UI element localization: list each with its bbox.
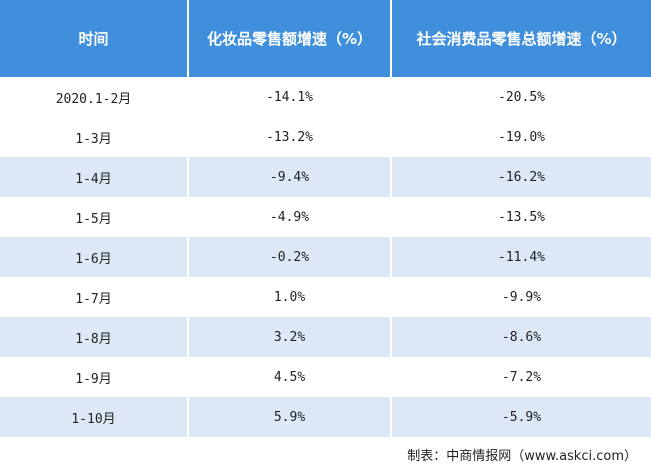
table-row: 1-8月 3.2% -8.6% <box>0 317 651 357</box>
table-cell: -13.2% <box>188 117 392 157</box>
table-cell: -4.9% <box>188 197 392 237</box>
table-cell: -8.6% <box>391 317 651 357</box>
table-cell: -9.9% <box>501 289 542 305</box>
footer-note: 制表：中商情报网（www.askci.com） <box>407 449 637 464</box>
table-cell: 5.9% <box>188 397 392 437</box>
table-cell: -13.5% <box>498 209 545 225</box>
table-row: 1-7月 1.0% -9.9% <box>0 277 651 317</box>
table-row: 2020.1-2月 -14.1% -20.5% <box>0 77 651 117</box>
header-cell: 化妆品零售额增速（%） <box>188 0 392 77</box>
table-cell: 1-6月 <box>0 237 189 277</box>
header-cell: 时间 <box>0 0 189 77</box>
table-row: 1-4月 -9.4% -16.2% <box>0 157 651 197</box>
table-cell: 1-3月 <box>0 117 189 157</box>
table-cell: -20.5% <box>498 89 545 105</box>
table-row: 1-9月 4.5% -7.2% <box>0 357 651 397</box>
table-cell: 1.0% <box>188 277 392 317</box>
header-cell: 社会消费品零售总额增速（%） <box>391 0 651 77</box>
table-cell: 1-4月 <box>0 157 189 197</box>
table-cell: -11.4% <box>391 237 651 277</box>
table-cell: 1-7月 <box>0 277 189 317</box>
table-cell: 1-9月 <box>0 357 189 397</box>
table-cell: -9.4% <box>188 157 392 197</box>
table-cell: 4.5% <box>188 357 392 397</box>
table-row: 1-3月 -13.2% -19.0% <box>0 117 651 157</box>
table-body: 2020.1-2月 -14.1% -20.5% 1-3月 -13.2% -19.0% 1-4… <box>0 77 651 437</box>
header-row: 时间 化妆品零售额增速（%） 社会消费品零售总额增速（%） <box>0 0 651 77</box>
table-cell: -0.2% <box>188 237 392 277</box>
table-cell: 1-5月 <box>0 197 189 237</box>
table-cell: 2020.1-2月 <box>0 77 189 117</box>
table-row: 1-10月 5.9% -5.9% <box>0 397 651 437</box>
table-cell: -7.2% <box>501 369 542 385</box>
table-cell: -5.9% <box>391 397 651 437</box>
table-cell: -19.0% <box>498 129 545 145</box>
table-row: 1-6月 -0.2% -11.4% <box>0 237 651 277</box>
table-cell: -14.1% <box>188 77 392 117</box>
table-cell: -16.2% <box>391 157 651 197</box>
table-cell: 3.2% <box>188 317 392 357</box>
data-table: 时间 化妆品零售额增速（%） 社会消费品零售总额增速（%） 2020.1-2月 -14… <box>0 0 651 437</box>
table-row: 1-5月 -4.9% -13.5% <box>0 197 651 237</box>
table-cell: 1-8月 <box>0 317 189 357</box>
table-cell: 1-10月 <box>0 397 189 437</box>
